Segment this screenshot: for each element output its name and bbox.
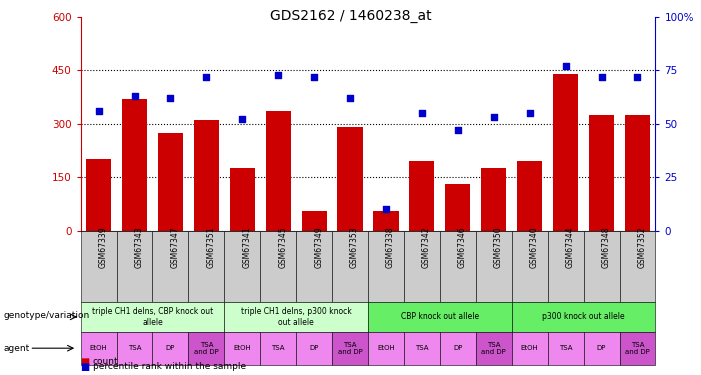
Point xyxy=(344,95,355,101)
Text: DP: DP xyxy=(453,345,463,351)
Text: DP: DP xyxy=(165,345,175,351)
Text: p300 knock out allele: p300 knock out allele xyxy=(543,312,625,321)
Point xyxy=(273,72,284,78)
Text: EtOH: EtOH xyxy=(521,345,538,351)
Text: genotype/variation: genotype/variation xyxy=(4,310,90,320)
Point xyxy=(308,74,320,80)
Text: TSA
and DP: TSA and DP xyxy=(482,342,506,355)
Bar xyxy=(625,115,650,231)
Bar xyxy=(374,211,399,231)
Text: TSA: TSA xyxy=(415,345,429,351)
Text: GSM67339: GSM67339 xyxy=(99,226,107,268)
Bar xyxy=(193,120,219,231)
Text: TSA
and DP: TSA and DP xyxy=(338,342,362,355)
Text: TSA: TSA xyxy=(271,345,285,351)
Text: GSM67348: GSM67348 xyxy=(601,226,611,268)
Text: count: count xyxy=(93,357,118,366)
Bar xyxy=(230,168,255,231)
Text: ■: ■ xyxy=(81,362,90,372)
Text: GSM67346: GSM67346 xyxy=(458,226,467,268)
Text: GSM67338: GSM67338 xyxy=(386,226,395,268)
Bar xyxy=(445,184,470,231)
Point xyxy=(129,93,140,99)
Text: GSM67349: GSM67349 xyxy=(314,226,323,268)
Text: DP: DP xyxy=(597,345,606,351)
Bar xyxy=(158,133,183,231)
Point xyxy=(560,63,571,69)
Point xyxy=(200,74,212,80)
Text: EtOH: EtOH xyxy=(377,345,395,351)
Point xyxy=(452,127,463,133)
Point xyxy=(237,117,248,123)
Text: GSM67343: GSM67343 xyxy=(135,226,144,268)
Point xyxy=(381,206,392,212)
Bar xyxy=(86,159,111,231)
Text: GSM67351: GSM67351 xyxy=(206,226,215,268)
Text: GSM67344: GSM67344 xyxy=(566,226,575,268)
Bar xyxy=(409,161,435,231)
Text: triple CH1 delns, CBP knock out
allele: triple CH1 delns, CBP knock out allele xyxy=(92,307,213,327)
Text: GSM67352: GSM67352 xyxy=(637,226,646,268)
Point xyxy=(488,114,499,120)
Text: triple CH1 delns, p300 knock
out allele: triple CH1 delns, p300 knock out allele xyxy=(241,307,351,327)
Text: GSM67347: GSM67347 xyxy=(170,226,179,268)
Bar xyxy=(301,211,327,231)
Bar xyxy=(122,99,147,231)
Text: GDS2162 / 1460238_at: GDS2162 / 1460238_at xyxy=(270,9,431,23)
Point xyxy=(416,110,428,116)
Text: GSM67345: GSM67345 xyxy=(278,226,287,268)
Point xyxy=(93,108,104,114)
Point xyxy=(596,74,607,80)
Bar xyxy=(517,161,543,231)
Text: CBP knock out allele: CBP knock out allele xyxy=(401,312,479,321)
Text: EtOH: EtOH xyxy=(90,345,107,351)
Text: GSM67342: GSM67342 xyxy=(422,226,431,268)
Text: DP: DP xyxy=(309,345,319,351)
Text: GSM67341: GSM67341 xyxy=(243,226,251,268)
Text: EtOH: EtOH xyxy=(233,345,251,351)
Point xyxy=(632,74,643,80)
Text: percentile rank within the sample: percentile rank within the sample xyxy=(93,362,245,371)
Text: GSM67340: GSM67340 xyxy=(530,226,538,268)
Text: GSM67350: GSM67350 xyxy=(494,226,503,268)
Text: TSA
and DP: TSA and DP xyxy=(625,342,650,355)
Bar xyxy=(589,115,614,231)
Text: TSA: TSA xyxy=(128,345,142,351)
Text: TSA
and DP: TSA and DP xyxy=(194,342,219,355)
Bar xyxy=(266,111,291,231)
Point xyxy=(165,95,176,101)
Bar xyxy=(553,74,578,231)
Text: agent: agent xyxy=(4,344,29,352)
Bar xyxy=(337,128,362,231)
Point xyxy=(524,110,536,116)
Text: TSA: TSA xyxy=(559,345,573,351)
Bar xyxy=(481,168,506,231)
Text: GSM67353: GSM67353 xyxy=(350,226,359,268)
Text: ■: ■ xyxy=(81,357,90,367)
